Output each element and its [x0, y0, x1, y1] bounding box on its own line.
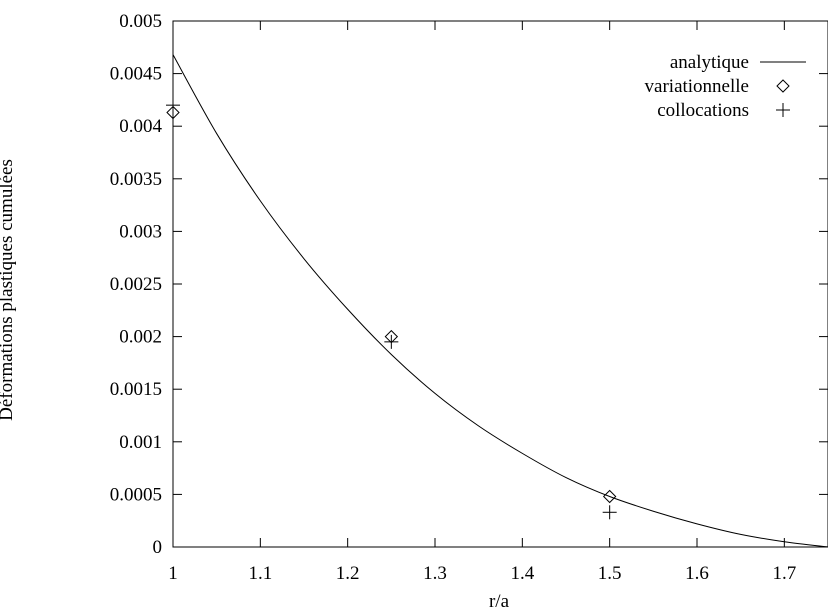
y-tick-label: 0.003 — [119, 221, 162, 242]
y-axis-label: Déformations plastiques cumulées — [0, 159, 17, 421]
x-tick-label: 1 — [168, 563, 178, 584]
data-point-collocations — [166, 98, 180, 113]
data-point-collocations — [384, 334, 399, 349]
y-tick-label: 0.004 — [119, 116, 162, 137]
y-tick-label: 0.0025 — [110, 274, 162, 295]
y-tick-label: 0.0045 — [110, 64, 162, 85]
series-layer — [166, 54, 828, 548]
y-tick-label: 0.005 — [119, 11, 162, 32]
series-analytique-line — [172, 54, 828, 548]
legend-label: variationnelle — [645, 76, 749, 97]
y-tick-label: 0.002 — [119, 327, 162, 348]
x-tick-label: 1.4 — [510, 563, 534, 584]
y-tick-label: 0 — [153, 537, 163, 558]
data-point-variationnelle — [602, 489, 617, 504]
y-tick-label: 0.0015 — [110, 379, 162, 400]
x-tick-label: 1.5 — [598, 563, 622, 584]
legend-diamond-swatch — [776, 79, 790, 93]
x-tick-label: 1.6 — [685, 563, 709, 584]
legend: analytique variationnelle collocations — [645, 52, 806, 121]
legend-plus-swatch — [776, 103, 790, 117]
x-tick-label: 1.2 — [336, 563, 360, 584]
axes: 1 1.1 1.2 1.3 1.4 1.5 1.6 1.7 0 0.0005 0.001 0.0015… — [110, 11, 828, 584]
x-axis-label: r/a — [489, 591, 510, 612]
y-tick-label: 0.0005 — [110, 484, 162, 505]
x-tick-label: 1.7 — [772, 563, 796, 584]
x-tick-label: 1.1 — [248, 563, 272, 584]
data-point-variationnelle — [166, 105, 180, 120]
legend-label: analytique — [670, 52, 749, 73]
legend-label: collocations — [657, 100, 749, 121]
data-point-collocations — [602, 505, 617, 520]
y-tick-label: 0.001 — [119, 432, 162, 453]
x-tick-label: 1.3 — [423, 563, 447, 584]
y-tick-label: 0.0035 — [110, 169, 162, 190]
